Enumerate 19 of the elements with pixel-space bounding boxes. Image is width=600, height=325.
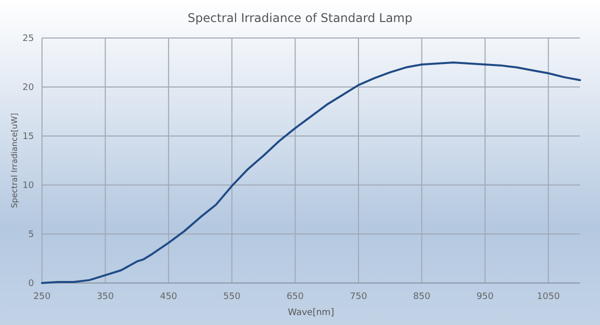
- x-tick-label: 350: [96, 292, 114, 302]
- x-axis-title: Wave[nm]: [288, 308, 334, 318]
- x-tick-label: 850: [413, 292, 431, 302]
- y-axis-title: Spectral Irradiance[uW]: [10, 112, 19, 208]
- x-tick-label: 1050: [536, 292, 560, 302]
- x-tick-label: 250: [33, 292, 51, 302]
- x-tick-label: 750: [350, 292, 368, 302]
- x-tick-label: 950: [476, 292, 494, 302]
- x-tick-label: 550: [223, 292, 241, 302]
- x-tick-label: 450: [160, 292, 178, 302]
- y-tick-label: 15: [22, 132, 34, 142]
- y-tick-label: 25: [22, 34, 34, 44]
- chart-title: Spectral Irradiance of Standard Lamp: [188, 11, 412, 25]
- y-tick-label: 5: [28, 230, 34, 240]
- y-tick-label: 20: [22, 83, 34, 93]
- line-series: [41, 62, 581, 284]
- y-tick-label: 0: [28, 279, 34, 289]
- y-tick-label: 10: [22, 181, 34, 191]
- x-tick-label: 650: [286, 292, 304, 302]
